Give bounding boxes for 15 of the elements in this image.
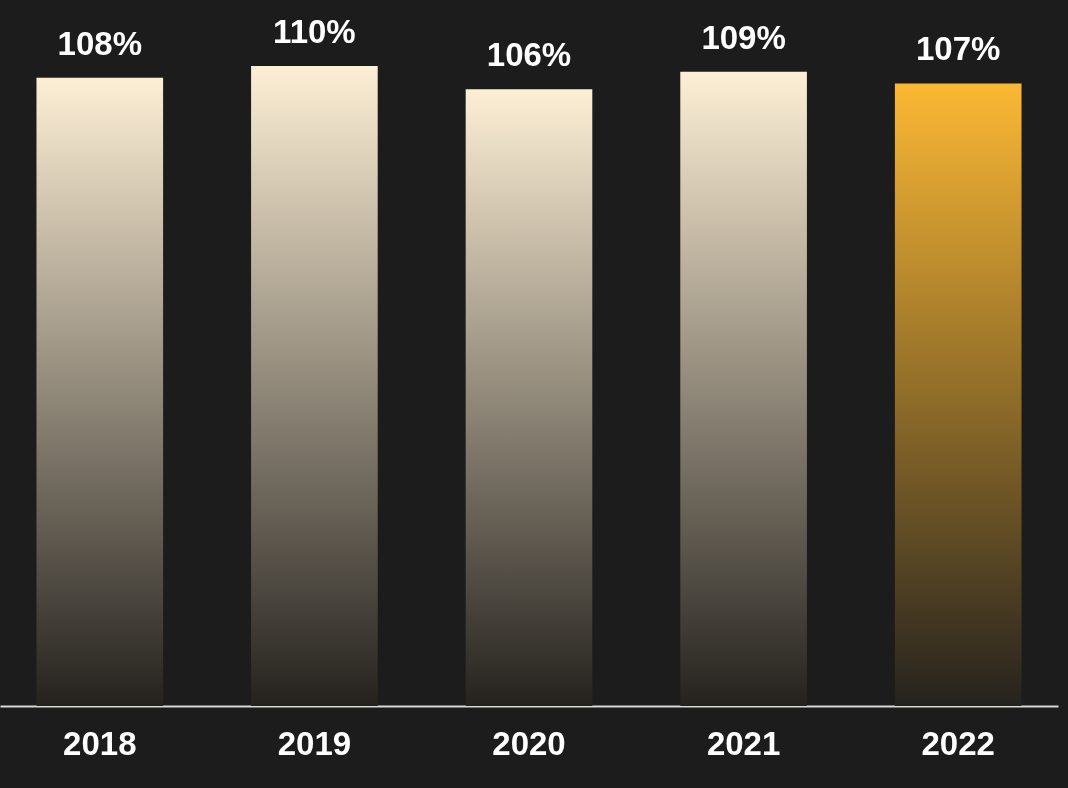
bar	[680, 71, 807, 706]
x-tick-label: 2019	[277, 724, 352, 762]
bar	[465, 89, 593, 706]
x-tick-label: 2020	[492, 724, 566, 762]
x-tick-label: 2018	[63, 724, 137, 762]
data-label: 110%	[273, 13, 356, 50]
data-label: 106%	[486, 36, 572, 74]
bar	[894, 83, 1022, 706]
bar	[36, 77, 164, 706]
data-label: 109%	[701, 18, 786, 56]
bar	[251, 66, 378, 706]
data-label: 108%	[57, 24, 142, 62]
data-label: 107%	[916, 30, 1001, 68]
x-tick-label: 2022	[921, 724, 995, 762]
x-tick-label: 2021	[706, 724, 781, 762]
